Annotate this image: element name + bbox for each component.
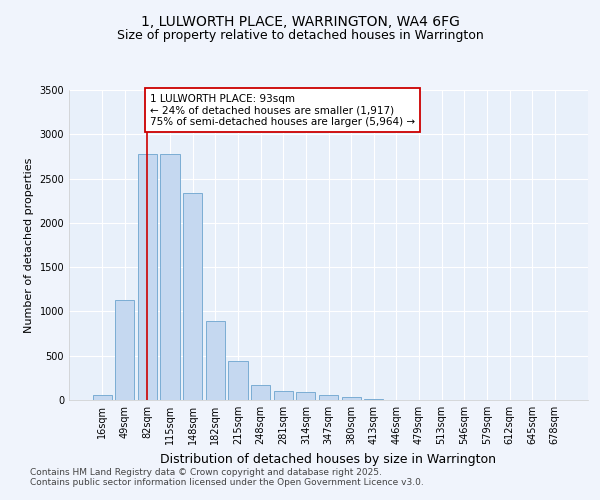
Bar: [160, 154, 180, 400]
Text: Contains HM Land Registry data © Crown copyright and database right 2025.: Contains HM Land Registry data © Crown c…: [30, 468, 382, 477]
Bar: [251, 386, 270, 400]
Bar: [319, 394, 338, 400]
Bar: [274, 391, 293, 400]
Text: Size of property relative to detached houses in Warrington: Size of property relative to detached ho…: [116, 28, 484, 42]
Bar: [206, 321, 225, 400]
Y-axis label: Number of detached properties: Number of detached properties: [24, 158, 34, 332]
Bar: [138, 154, 157, 400]
Bar: [341, 397, 361, 400]
Bar: [183, 192, 202, 400]
Bar: [115, 300, 134, 400]
Text: 1, LULWORTH PLACE, WARRINGTON, WA4 6FG: 1, LULWORTH PLACE, WARRINGTON, WA4 6FG: [140, 16, 460, 30]
Bar: [92, 395, 112, 400]
Text: Contains public sector information licensed under the Open Government Licence v3: Contains public sector information licen…: [30, 478, 424, 487]
Bar: [296, 392, 316, 400]
X-axis label: Distribution of detached houses by size in Warrington: Distribution of detached houses by size …: [161, 452, 497, 466]
Bar: [229, 361, 248, 400]
Text: 1 LULWORTH PLACE: 93sqm
← 24% of detached houses are smaller (1,917)
75% of semi: 1 LULWORTH PLACE: 93sqm ← 24% of detache…: [150, 94, 415, 126]
